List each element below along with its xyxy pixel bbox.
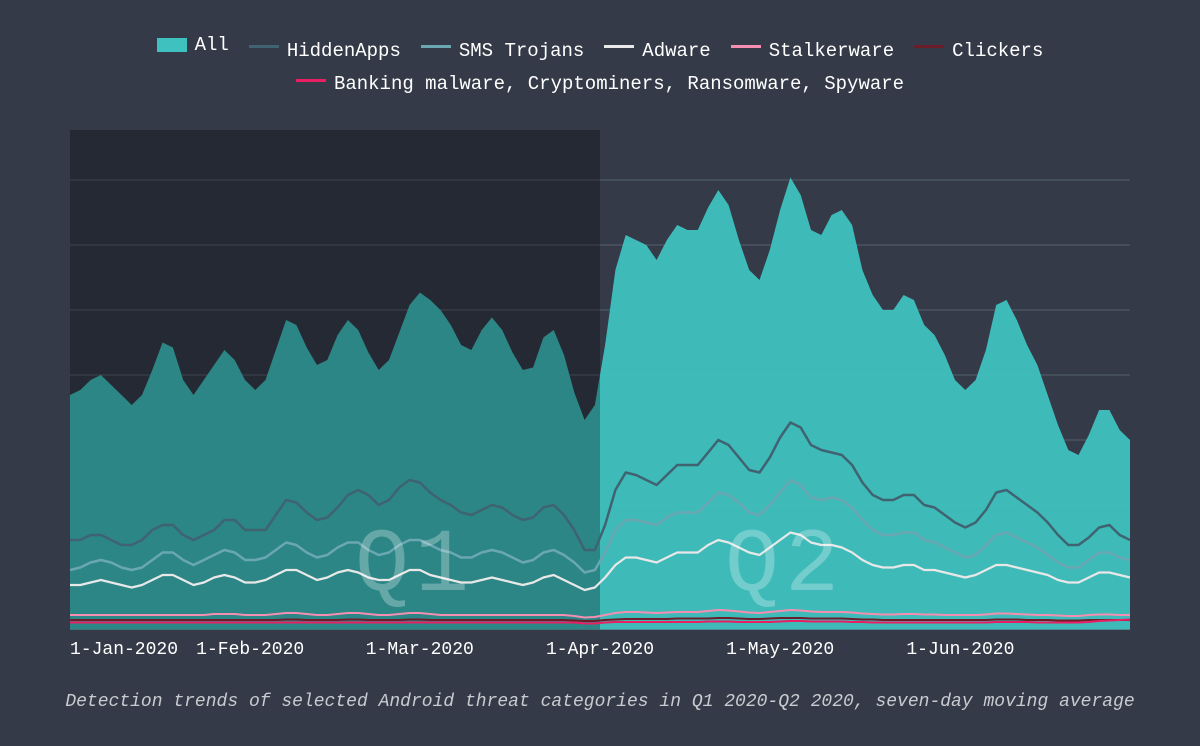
legend-label: Banking malware, Cryptominers, Ransomwar… <box>334 69 904 99</box>
x-tick-label: 1-May-2020 <box>726 640 834 660</box>
q1-overlay <box>70 130 600 630</box>
chart-plot-area: Q1 Q2 <box>70 130 1130 630</box>
legend-item-adware: Adware <box>604 36 710 66</box>
legend-item-smstrojans: SMS Trojans <box>421 36 584 66</box>
legend-swatch <box>604 45 634 48</box>
x-tick-label: 1-Apr-2020 <box>546 640 654 660</box>
x-tick-label: 1-Feb-2020 <box>196 640 304 660</box>
q2-label: Q2 <box>725 516 845 618</box>
legend-swatch <box>731 45 761 48</box>
legend-item-clickers: Clickers <box>914 36 1043 66</box>
legend-label: HiddenApps <box>287 36 401 66</box>
q1-label: Q1 <box>355 516 475 618</box>
legend-item-all: All <box>157 30 229 60</box>
legend-label: SMS Trojans <box>459 36 584 66</box>
legend-swatch <box>421 45 451 48</box>
x-tick-label: 1-Mar-2020 <box>366 640 474 660</box>
legend-item-stalkerware: Stalkerware <box>731 36 894 66</box>
legend-label: Stalkerware <box>769 36 894 66</box>
legend-item-hiddenapps: HiddenApps <box>249 36 401 66</box>
legend-swatch <box>249 45 279 48</box>
legend-label: All <box>195 30 229 60</box>
legend-swatch <box>296 79 326 82</box>
x-axis: 1-Jan-2020 1-Feb-2020 1-Mar-2020 1-Apr-2020… <box>70 640 1130 670</box>
x-tick-label: 1-Jun-2020 <box>906 640 1014 660</box>
x-tick-label: 1-Jan-2020 <box>70 640 178 660</box>
chart-legend: All HiddenApps SMS Trojans Adware Stalkerwar… <box>0 30 1200 99</box>
chart-caption: Detection trends of selected Android thr… <box>0 692 1200 712</box>
legend-swatch <box>157 38 187 52</box>
legend-swatch <box>914 45 944 48</box>
legend-label: Adware <box>642 36 710 66</box>
legend-item-other: Banking malware, Cryptominers, Ransomwar… <box>296 69 904 99</box>
legend-label: Clickers <box>952 36 1043 66</box>
